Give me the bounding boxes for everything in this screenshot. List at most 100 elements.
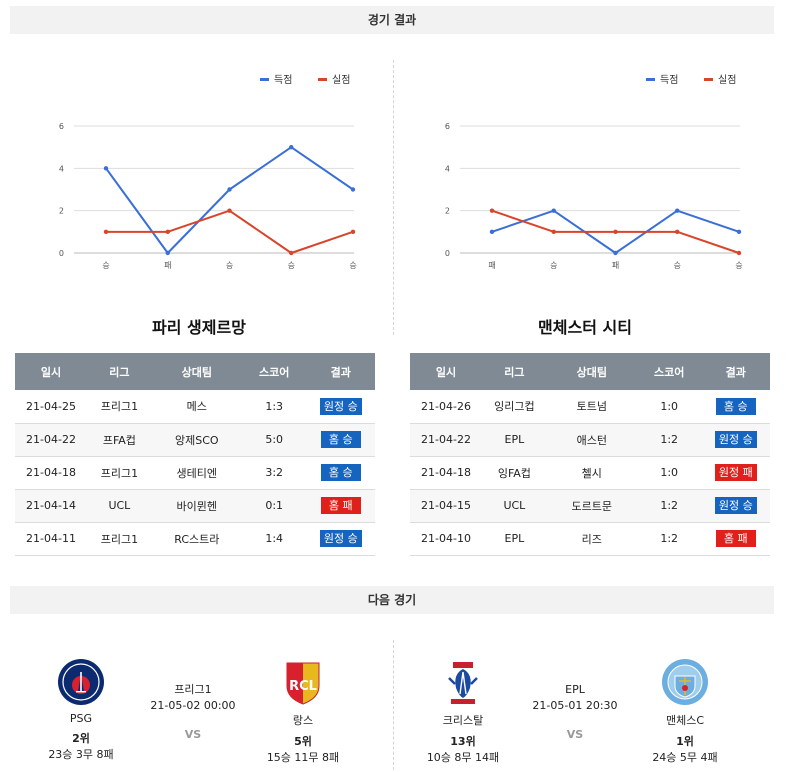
y-tick-label: 0: [445, 249, 450, 258]
psg-logo-icon: [58, 659, 104, 705]
cell-league: UCL: [482, 489, 547, 523]
cell-result: 원정 패: [701, 456, 770, 490]
column-header: 결과: [306, 353, 375, 390]
data-point: [675, 229, 680, 235]
cell-league: UCL: [87, 489, 152, 523]
away-team-rank: 5위: [294, 735, 312, 748]
cell-date: 21-04-18: [15, 456, 87, 490]
data-point: [103, 229, 109, 235]
match-datetime: 21-05-02 00:00: [150, 699, 236, 712]
cell-date: 21-04-26: [410, 390, 482, 424]
mancity-goals-chart: 0 2 4 6 패 승 패 승 승 득점 실점: [400, 56, 770, 281]
column-header: 일시: [410, 353, 482, 390]
cell-score: 1:4: [241, 522, 307, 556]
cell-score: 1:2: [636, 423, 702, 457]
cell-opponent: 토트넘: [546, 390, 637, 424]
column-header: 결과: [701, 353, 770, 390]
match-info: EPL 21-05-01 20:30: [500, 682, 650, 714]
away-team-record: 24승 5무 4패: [652, 751, 718, 764]
cell-opponent: RC스트라: [151, 522, 242, 556]
psg-results-table: 일시 리그 상대팀 스코어 결과 21-04-25 프리그1 메스 1:3 원정 승 21-04-2…: [15, 353, 375, 556]
data-point: [165, 250, 170, 256]
series-line-conceded: [106, 209, 354, 254]
result-badge: 홈 승: [320, 431, 361, 448]
psg-goals-chart: 0 2 4 6 승 패 승 승 승 득점 실점: [14, 56, 384, 281]
match-divider: [393, 640, 394, 770]
cell-opponent: 리즈: [546, 522, 637, 556]
away-team-lens: RCL 랑스 5위 15승 11무 8패: [258, 658, 348, 765]
away-team-mancity: 맨체스C 1위 24승 5무 4패: [640, 658, 730, 765]
y-tick-label: 4: [445, 164, 450, 173]
cell-date: 21-04-10: [410, 522, 482, 556]
x-tick-label: 승: [550, 261, 557, 270]
cell-date: 21-04-11: [15, 522, 87, 556]
cell-result: 원정 승: [306, 522, 375, 556]
legend-swatch: [704, 78, 713, 81]
column-header: 리그: [482, 353, 547, 390]
man-city-logo-icon: [662, 659, 708, 705]
result-badge: 원정 패: [714, 464, 757, 481]
mancity-team-title: 맨체스터 시티: [538, 318, 632, 337]
away-team-record: 15승 11무 8패: [266, 751, 340, 764]
data-point: [551, 208, 556, 213]
legend-label: 실점: [718, 74, 736, 86]
data-point: [289, 144, 294, 150]
table-row: 21-04-22 프FA컵 앙제SCO 5:0 홈 승: [15, 423, 375, 457]
cell-opponent: 바이뮌헨: [151, 489, 242, 523]
result-badge: 원정 승: [319, 530, 362, 547]
result-badge: 원정 승: [714, 497, 757, 514]
data-point: [736, 250, 742, 256]
cell-result: 홈 패: [306, 489, 375, 523]
x-tick-label: 승: [735, 261, 742, 270]
cell-date: 21-04-15: [410, 489, 482, 523]
data-point: [165, 229, 170, 235]
results-section-header: 경기 결과: [10, 6, 774, 34]
table-header-row: 일시 리그 상대팀 스코어 결과: [15, 353, 375, 390]
x-tick-label: 승: [102, 261, 109, 270]
column-header: 일시: [15, 353, 87, 390]
y-tick-label: 6: [59, 122, 64, 131]
cell-opponent: 애스턴: [546, 423, 637, 457]
chart-svg: 0 2 4 6 패 승 패 승 승 득점 실점: [445, 74, 743, 270]
column-header: 스코어: [241, 353, 307, 390]
cell-result: 원정 승: [306, 390, 375, 424]
home-team-record: 10승 8무 14패: [426, 751, 500, 764]
data-point: [227, 208, 232, 213]
column-header: 상대팀: [546, 353, 637, 390]
table-header-row: 일시 리그 상대팀 스코어 결과: [410, 353, 770, 390]
psg-team-title: 파리 생제르망: [152, 318, 246, 337]
legend-label: 득점: [660, 74, 678, 86]
result-badge: 홈 패: [715, 530, 756, 547]
y-tick-label: 0: [59, 249, 64, 258]
legend-swatch: [646, 78, 655, 81]
y-tick-label: 2: [445, 207, 450, 216]
home-team-palace: 크리스탈 13위 10승 8무 14패: [418, 658, 508, 765]
cell-result: 홈 패: [701, 522, 770, 556]
cell-league: EPL: [482, 423, 547, 457]
table-row: 21-04-26 잉리그컵 토트넘 1:0 홈 승: [410, 390, 770, 424]
home-team-rank: 2위: [72, 732, 90, 745]
column-header: 상대팀: [151, 353, 242, 390]
cell-date: 21-04-18: [410, 456, 482, 490]
x-tick-label: 패: [164, 260, 171, 270]
match-league: 프리그1: [174, 683, 212, 696]
chart-svg: 0 2 4 6 승 패 승 승 승 득점 실점: [59, 74, 357, 270]
mancity-results-table: 일시 리그 상대팀 스코어 결과 21-04-26 잉리그컵 토트넘 1:0 홈 승 21-04-2…: [410, 353, 770, 556]
result-badge: 홈 승: [320, 464, 361, 481]
rc-lens-logo-text: RCL: [289, 679, 317, 694]
legend-swatch: [260, 78, 269, 81]
x-tick-label: 패: [488, 260, 495, 270]
rc-lens-logo-icon: RCL: [286, 662, 320, 705]
cell-league: 프리그1: [87, 390, 152, 424]
data-point: [613, 229, 618, 235]
table-row: 21-04-18 프리그1 생테티엔 3:2 홈 승: [15, 456, 375, 490]
cell-result: 원정 승: [701, 489, 770, 523]
away-team-rank: 1위: [676, 735, 694, 748]
table-row: 21-04-14 UCL 바이뮌헨 0:1 홈 패: [15, 489, 375, 523]
legend-label: 실점: [332, 74, 350, 86]
data-point: [736, 229, 742, 235]
chart-legend: 득점 실점: [646, 74, 736, 86]
cell-opponent: 메스: [151, 390, 242, 424]
home-team-name: PSG: [69, 712, 93, 725]
cell-league: 프리그1: [87, 456, 152, 490]
